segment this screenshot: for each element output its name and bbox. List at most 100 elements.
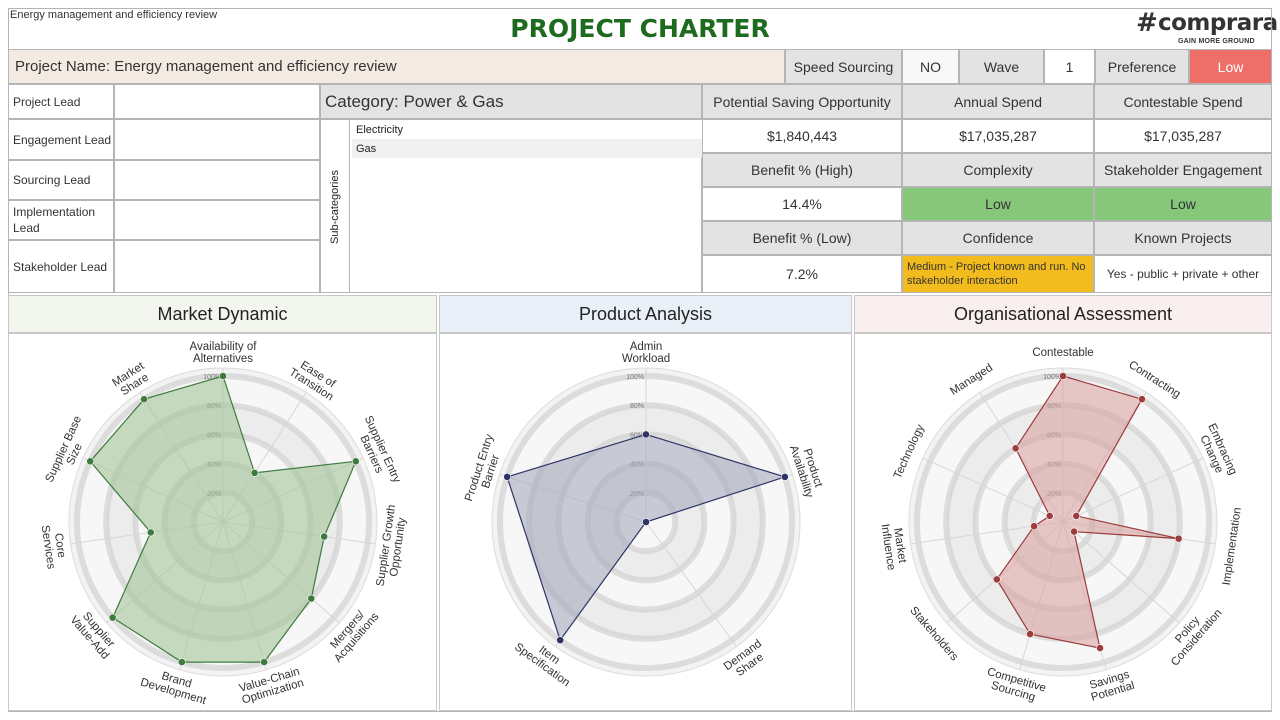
logo-tagline: GAIN MORE GROUND — [1178, 38, 1255, 45]
lead-value — [114, 160, 320, 200]
radar-data-point — [1072, 512, 1081, 520]
lead-label: Stakeholder Lead — [8, 240, 114, 293]
radar-tick-label: 80% — [630, 403, 644, 410]
benefit-low-value: 7.2% — [702, 255, 902, 293]
radar-data-point — [307, 594, 316, 603]
subcategory-divider — [349, 119, 350, 293]
subcategory-box — [320, 119, 702, 293]
radar-data-point — [1045, 512, 1054, 520]
radar-data-point — [1070, 527, 1078, 536]
radar-axis-label-line: Contestable — [1032, 347, 1093, 359]
lead-label: Project Lead — [8, 84, 114, 119]
radar-axis-label-line: Services — [39, 525, 57, 571]
confidence-value: Medium - Project known and run. No stake… — [902, 255, 1094, 293]
benefit-high-label: Benefit % (High) — [702, 153, 902, 187]
radar-axis-label-line: Implementation — [1221, 507, 1244, 587]
radar-series-area — [996, 375, 1179, 649]
radar-tick-label: 60% — [630, 432, 644, 439]
radar-series-area — [506, 433, 787, 642]
market-dynamic-radar-chart: 20%40%60%80%100%Availability ofAlternati… — [39, 341, 409, 707]
radar-spoke — [645, 521, 737, 647]
radar-axis-label: Implementation — [1221, 507, 1244, 587]
radar-data-point — [1096, 644, 1104, 652]
category-name: Power & Gas — [403, 91, 504, 111]
radar-axis-label: Contestable — [1032, 347, 1093, 359]
radar-data-point — [219, 372, 227, 380]
potential-saving-label: Potential Saving Opportunity — [702, 84, 902, 119]
preference-value: Low — [1189, 49, 1272, 84]
market-dynamic-panel: 20%40%60%80%100%Availability ofAlternati… — [8, 333, 437, 711]
report-subtitle: Energy management and efficiency review — [10, 9, 218, 21]
complexity-label: Complexity — [902, 153, 1094, 187]
radar-data-point — [320, 532, 329, 541]
confidence-label: Confidence — [902, 221, 1094, 255]
product-analysis-radar-chart: 20%40%60%80%100%AdminWorkloadProductAvai… — [463, 341, 824, 689]
complexity-value: Low — [902, 187, 1094, 221]
radar-data-point — [642, 430, 650, 439]
radar-data-point — [556, 636, 565, 645]
organisational-assessment-panel: 20%40%60%80%100%ContestableContractingEm… — [854, 333, 1272, 711]
radar-data-point — [260, 658, 269, 666]
radar-tick-label: 100% — [626, 374, 644, 381]
radar-axis-label-line: Availability of — [190, 341, 258, 353]
radar-series-area — [89, 375, 357, 663]
lead-value — [114, 200, 320, 240]
project-name: Project Name: Energy management and effi… — [8, 49, 785, 84]
radar-data-point — [351, 457, 360, 466]
radar-tick-label: 100% — [1043, 374, 1061, 381]
radar-axis-label-line: Market — [891, 527, 908, 564]
radar-spoke — [922, 457, 1064, 523]
product-analysis-header: Product Analysis — [439, 295, 852, 333]
lead-label: Engagement Lead — [8, 119, 114, 160]
organisational-assessment-radar-chart: 20%40%60%80%100%ContestableContractingEm… — [879, 347, 1244, 704]
speed-sourcing-label: Speed Sourcing — [785, 49, 902, 84]
page-title: PROJECT CHARTER — [510, 14, 770, 43]
radar-data-point — [86, 457, 95, 466]
radar-data-point — [1059, 372, 1067, 380]
stakeholder-engagement-value: Low — [1094, 187, 1272, 221]
radar-data-point — [140, 395, 148, 404]
radar-data-point — [177, 658, 186, 666]
company-logo: # comprara GAIN MORE GROUND — [1136, 8, 1278, 46]
subcategories-label: Sub-categories — [329, 169, 341, 244]
contestable-spend-label: Contestable Spend — [1094, 84, 1272, 119]
wave-label: Wave — [959, 49, 1044, 84]
radar-data-point — [1011, 444, 1020, 453]
radar-axis-label-line: Core — [52, 532, 67, 558]
radar-data-point — [1030, 522, 1038, 531]
radar-axis-label-line: Admin — [630, 341, 663, 353]
radar-data-point — [503, 472, 512, 481]
benefit-high-value: 14.4% — [702, 187, 902, 221]
annual-spend-value: $17,035,287 — [902, 119, 1094, 153]
radar-data-point — [108, 613, 117, 622]
radar-data-point — [1026, 630, 1034, 638]
subcategory-item: Electricity — [352, 120, 702, 139]
known-projects-label: Known Projects — [1094, 221, 1272, 255]
stakeholder-engagement-label: Stakeholder Engagement — [1094, 153, 1272, 187]
lead-label: Implementation Lead — [8, 200, 114, 240]
category-header: Category: Power & Gas — [320, 84, 702, 119]
lead-label: Sourcing Lead — [8, 160, 114, 200]
product-analysis-panel: 20%40%60%80%100%AdminWorkloadProductAvai… — [439, 333, 852, 711]
logo-text: comprara — [1158, 10, 1278, 36]
subcategories-label-cell: Sub-categories — [320, 120, 350, 293]
market-dynamic-header: Market Dynamic — [8, 295, 437, 333]
logo-hash-icon: # — [1136, 8, 1158, 38]
radar-data-point — [642, 518, 650, 526]
radar-axis-label-line: Alternatives — [193, 353, 253, 365]
radar-data-point — [250, 468, 259, 477]
radar-tick-label: 100% — [203, 374, 221, 381]
speed-sourcing-value: NO — [902, 49, 959, 84]
radar-data-point — [1174, 534, 1183, 543]
organisational-assessment-header: Organisational Assessment — [854, 295, 1272, 333]
radar-axis-label-line: Workload — [622, 353, 670, 365]
contestable-spend-value: $17,035,287 — [1094, 119, 1272, 153]
radar-data-point — [1138, 395, 1146, 404]
radar-data-point — [992, 575, 1001, 584]
